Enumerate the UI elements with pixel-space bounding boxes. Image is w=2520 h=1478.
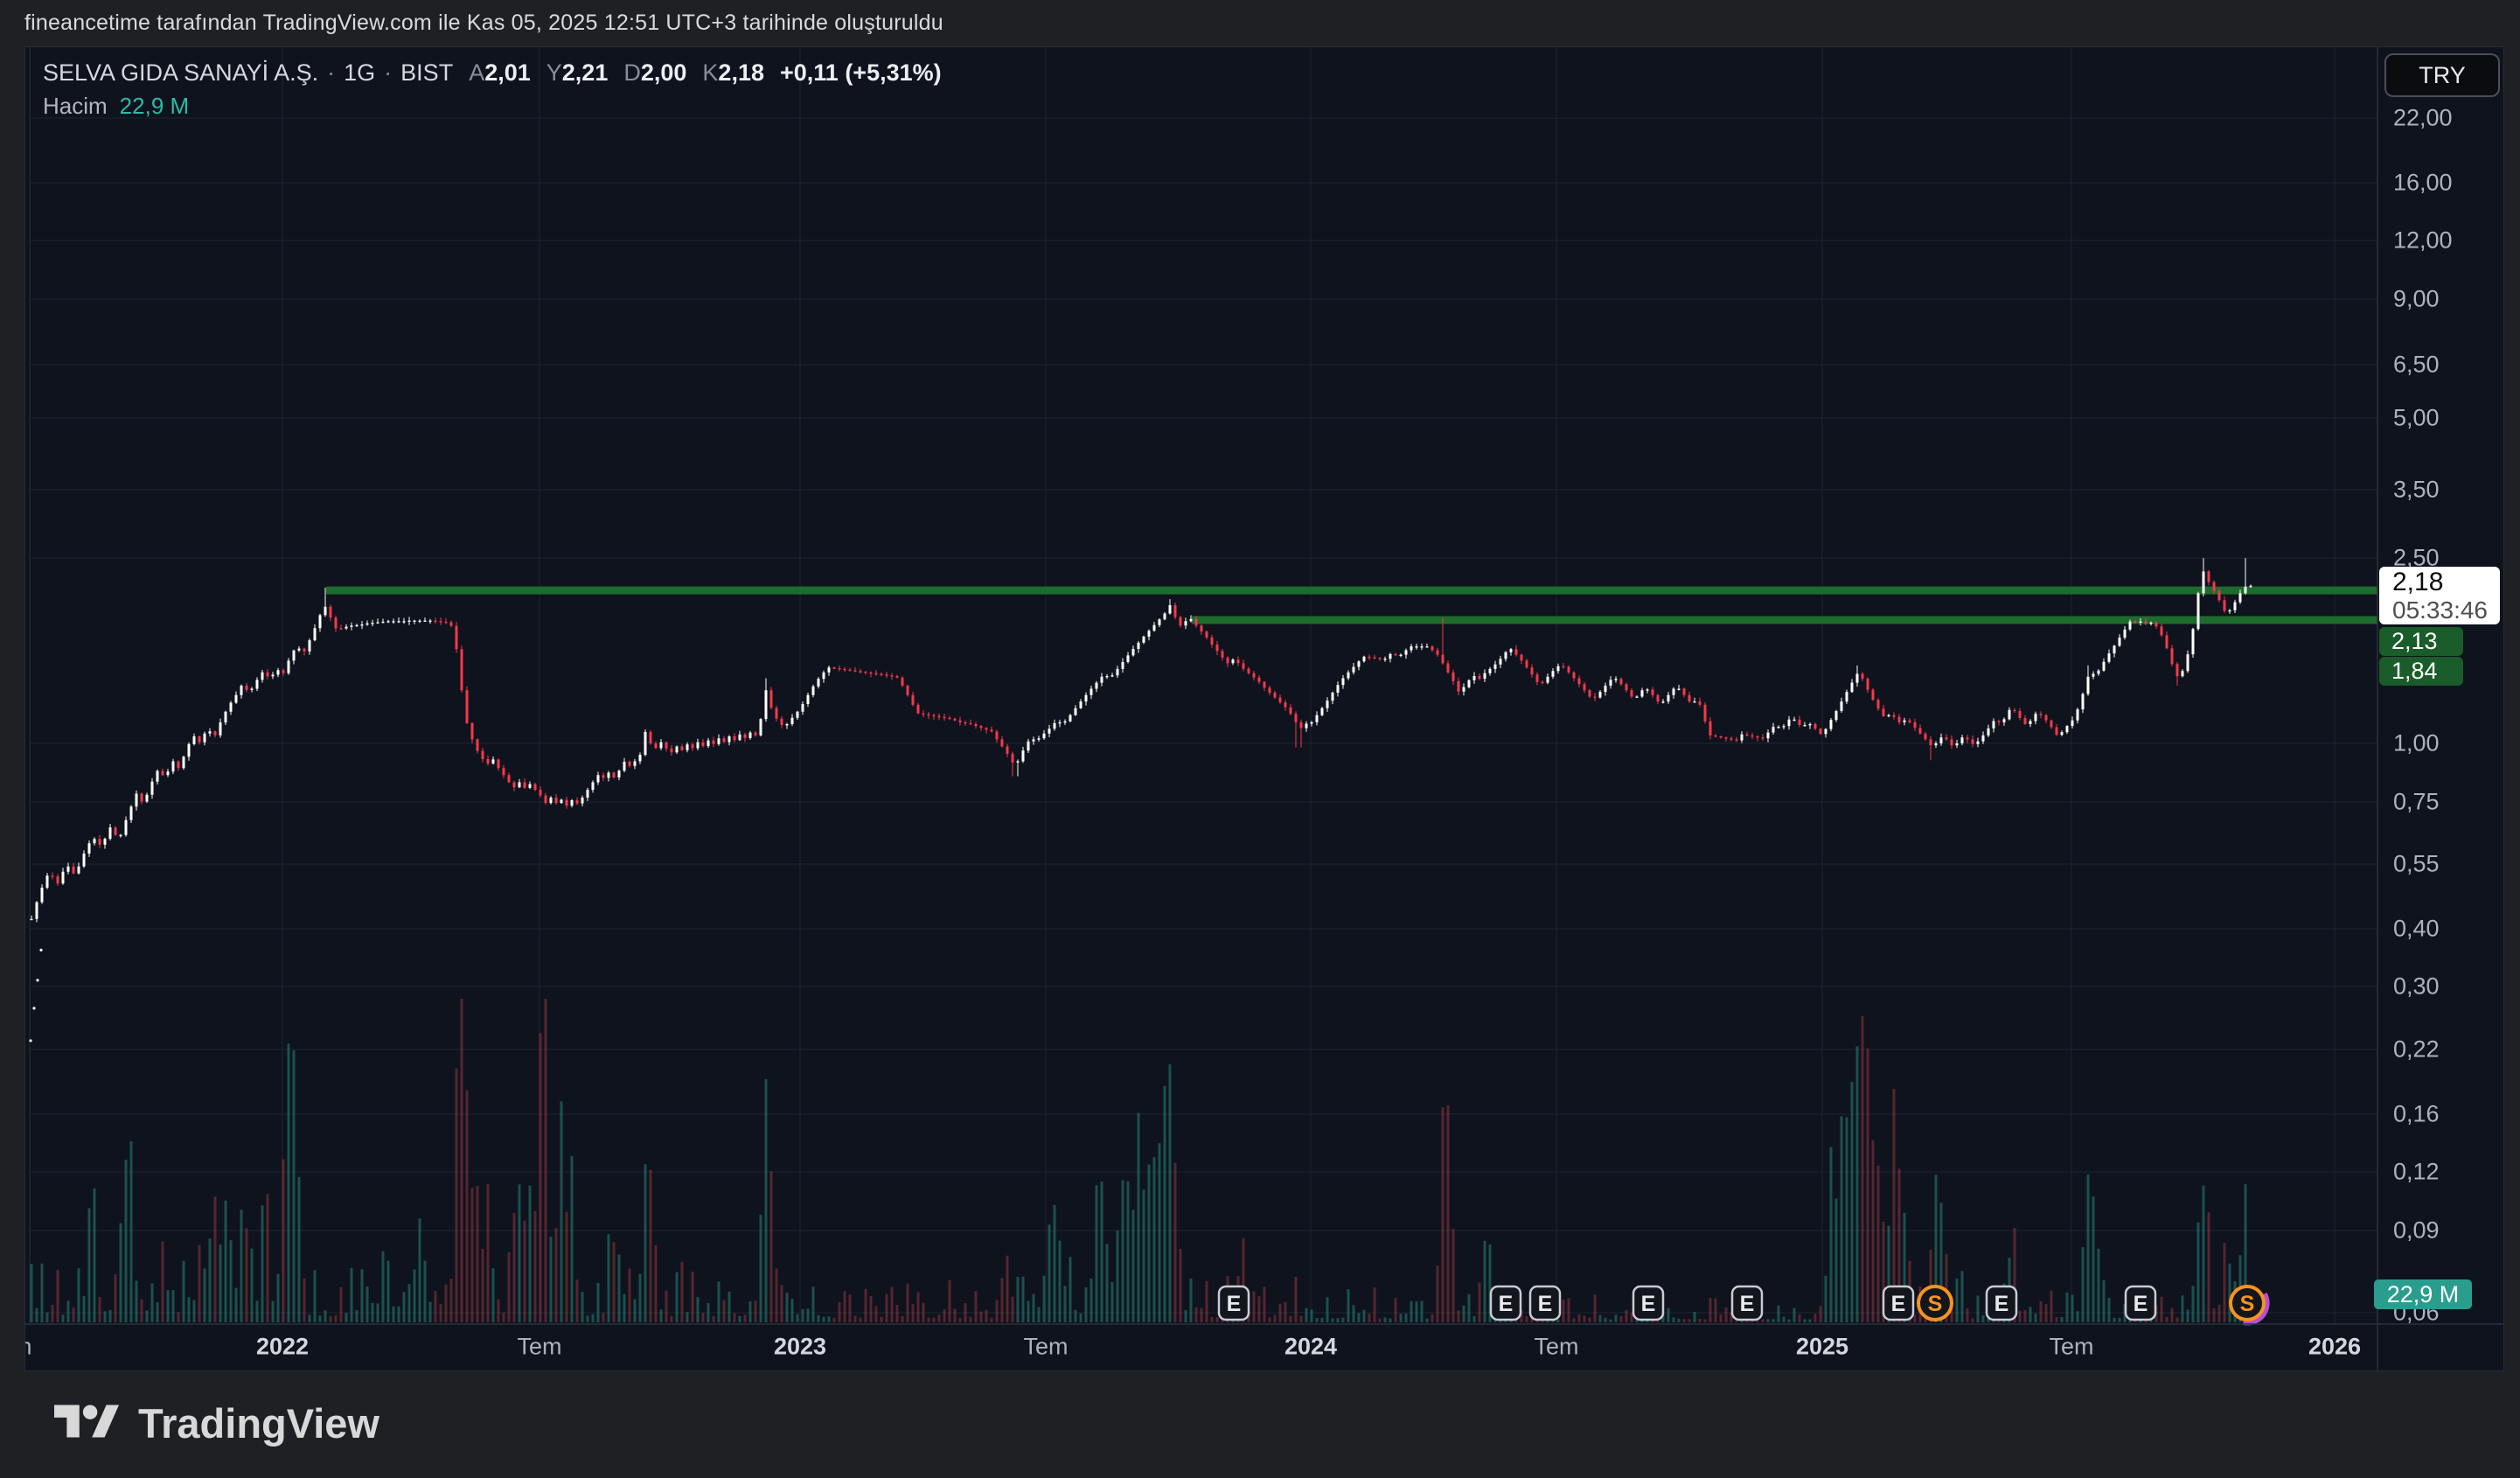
- time-axis[interactable]: Tem 2022 Tem 2023 Tem 2024 Tem 2025 Tem 2026: [25, 1324, 2503, 1370]
- volume-value-label: 22,9 M: [2374, 1279, 2472, 1309]
- price-tick-label: 22,00: [2393, 104, 2453, 131]
- earnings-marker[interactable]: E: [1730, 1285, 1764, 1321]
- price-tick-label: 1,00: [2393, 729, 2440, 756]
- price-tick-label: 0,12: [2393, 1158, 2440, 1185]
- ohlc-key: Y: [546, 59, 562, 86]
- time-tick-label: 2025: [1795, 1333, 1849, 1360]
- level-price-label-213: 2,13: [2379, 627, 2463, 656]
- time-tick-label: 2026: [2308, 1333, 2362, 1360]
- svg-text:E: E: [1740, 1292, 1755, 1316]
- time-tick-label: 2022: [255, 1333, 310, 1360]
- ohlc-values: A2,01 Y2,21 D2,00 K2,18: [453, 59, 764, 86]
- tradingview-logo-icon: [54, 1405, 119, 1438]
- svg-text:E: E: [1538, 1292, 1553, 1316]
- level-price-label-184: 1,84: [2379, 657, 2463, 686]
- ohlc-value: 2,21: [561, 59, 609, 86]
- volume-legend-row: Hacim 22,9 M: [43, 93, 189, 120]
- ohlc-value: 2,01: [484, 59, 531, 86]
- price-tick-label: 0,22: [2393, 1035, 2440, 1063]
- symbol-title[interactable]: SELVA GIDA SANAYİ A.Ş.: [43, 59, 319, 86]
- price-tick-label: 9,00: [2393, 285, 2440, 312]
- earnings-marker[interactable]: E: [1489, 1285, 1522, 1321]
- svg-text:S: S: [1928, 1292, 1943, 1316]
- time-tick-label: Tem: [2049, 1333, 2094, 1360]
- currency-toggle-button[interactable]: TRY: [2384, 53, 2500, 97]
- earnings-marker[interactable]: E: [1528, 1285, 1562, 1321]
- split-marker[interactable]: S: [2220, 1276, 2274, 1330]
- sparse-trade-dot: [36, 979, 39, 982]
- earnings-marker[interactable]: E: [2124, 1285, 2157, 1321]
- price-tick-label: 0,75: [2393, 788, 2440, 815]
- svg-text:E: E: [1641, 1292, 1656, 1316]
- change-value: +0,11 (+5,31%): [779, 59, 942, 86]
- last-price-label: 2,18 05:33:46: [2379, 567, 2500, 624]
- volume-legend-value: 22,9 M: [119, 93, 190, 119]
- volume-bars-down: [51, 999, 2226, 1322]
- horizontal-level-line-2,13[interactable]: [326, 586, 2377, 595]
- earnings-marker[interactable]: E: [1632, 1285, 1665, 1321]
- svg-text:S: S: [2240, 1292, 2255, 1316]
- interval-label[interactable]: 1G: [344, 59, 376, 86]
- ohlc-value: 2,00: [640, 59, 687, 86]
- price-tick-label: 0,40: [2393, 915, 2440, 942]
- ohlc-key: D: [623, 59, 641, 86]
- price-tick-label: 0,09: [2393, 1217, 2440, 1244]
- price-tick-label: 5,00: [2393, 404, 2440, 431]
- exchange-label: BIST: [400, 59, 454, 86]
- time-tick-label: Tem: [1534, 1333, 1579, 1360]
- price-tick-label: 3,50: [2393, 476, 2440, 503]
- sparse-trade-dot: [32, 1007, 36, 1010]
- legend-separator: ·: [384, 59, 393, 86]
- volume-legend-label: Hacim: [43, 93, 108, 119]
- price-tick-label: 2,50: [2393, 544, 2440, 571]
- tradingview-wordmark: TradingView: [138, 1399, 379, 1447]
- last-price-value: 2,18: [2392, 568, 2444, 596]
- ohlc-key: K: [702, 59, 719, 86]
- earnings-marker[interactable]: E: [1985, 1285, 2018, 1321]
- svg-text:E: E: [1994, 1292, 2009, 1316]
- svg-text:E: E: [2134, 1292, 2148, 1316]
- earnings-marker[interactable]: E: [1882, 1285, 1915, 1321]
- price-axis[interactable]: 22,00 16,00 12,00 9,00 6,50 5,00 3,50 2,50 1,00 0…: [2377, 47, 2503, 1325]
- ohlc-key: A: [469, 59, 485, 86]
- svg-text:E: E: [1227, 1292, 1242, 1316]
- legend-separator: ·: [327, 59, 336, 86]
- earnings-marker[interactable]: E: [1217, 1285, 1250, 1321]
- sparse-trade-dot: [39, 948, 43, 952]
- ohlc-value: 2,18: [718, 59, 764, 86]
- time-tick-label: Tem: [25, 1334, 32, 1361]
- sparse-trade-dot: [29, 1039, 32, 1042]
- chart-legend: SELVA GIDA SANAYİ A.Ş. · 1G · BIST A2,01 Y2,21…: [43, 59, 942, 87]
- volume-bars-up: [30, 1043, 2252, 1322]
- time-tick-label: Tem: [1023, 1333, 1069, 1360]
- price-tick-label: 12,00: [2393, 227, 2453, 254]
- price-tick-label: 0,30: [2393, 973, 2440, 1000]
- svg-text:E: E: [1891, 1292, 1906, 1316]
- split-marker[interactable]: S: [1917, 1285, 1953, 1321]
- price-tick-label: 0,16: [2393, 1100, 2440, 1127]
- time-tick-label: 2024: [1284, 1333, 1338, 1360]
- svg-text:E: E: [1499, 1292, 1514, 1316]
- horizontal-level-line-1,84[interactable]: [1192, 616, 2377, 624]
- price-tick-label: 6,50: [2393, 351, 2440, 378]
- price-tick-label: 0,55: [2393, 850, 2440, 877]
- attribution-text: fineancetime tarafından TradingView.com …: [24, 10, 943, 35]
- time-tick-label: Tem: [517, 1333, 562, 1360]
- tradingview-logo[interactable]: TradingView: [54, 1398, 379, 1448]
- time-tick-label: 2023: [773, 1333, 827, 1360]
- price-tick-label: 16,00: [2393, 169, 2453, 196]
- bar-close-countdown: 05:33:46: [2392, 596, 2488, 624]
